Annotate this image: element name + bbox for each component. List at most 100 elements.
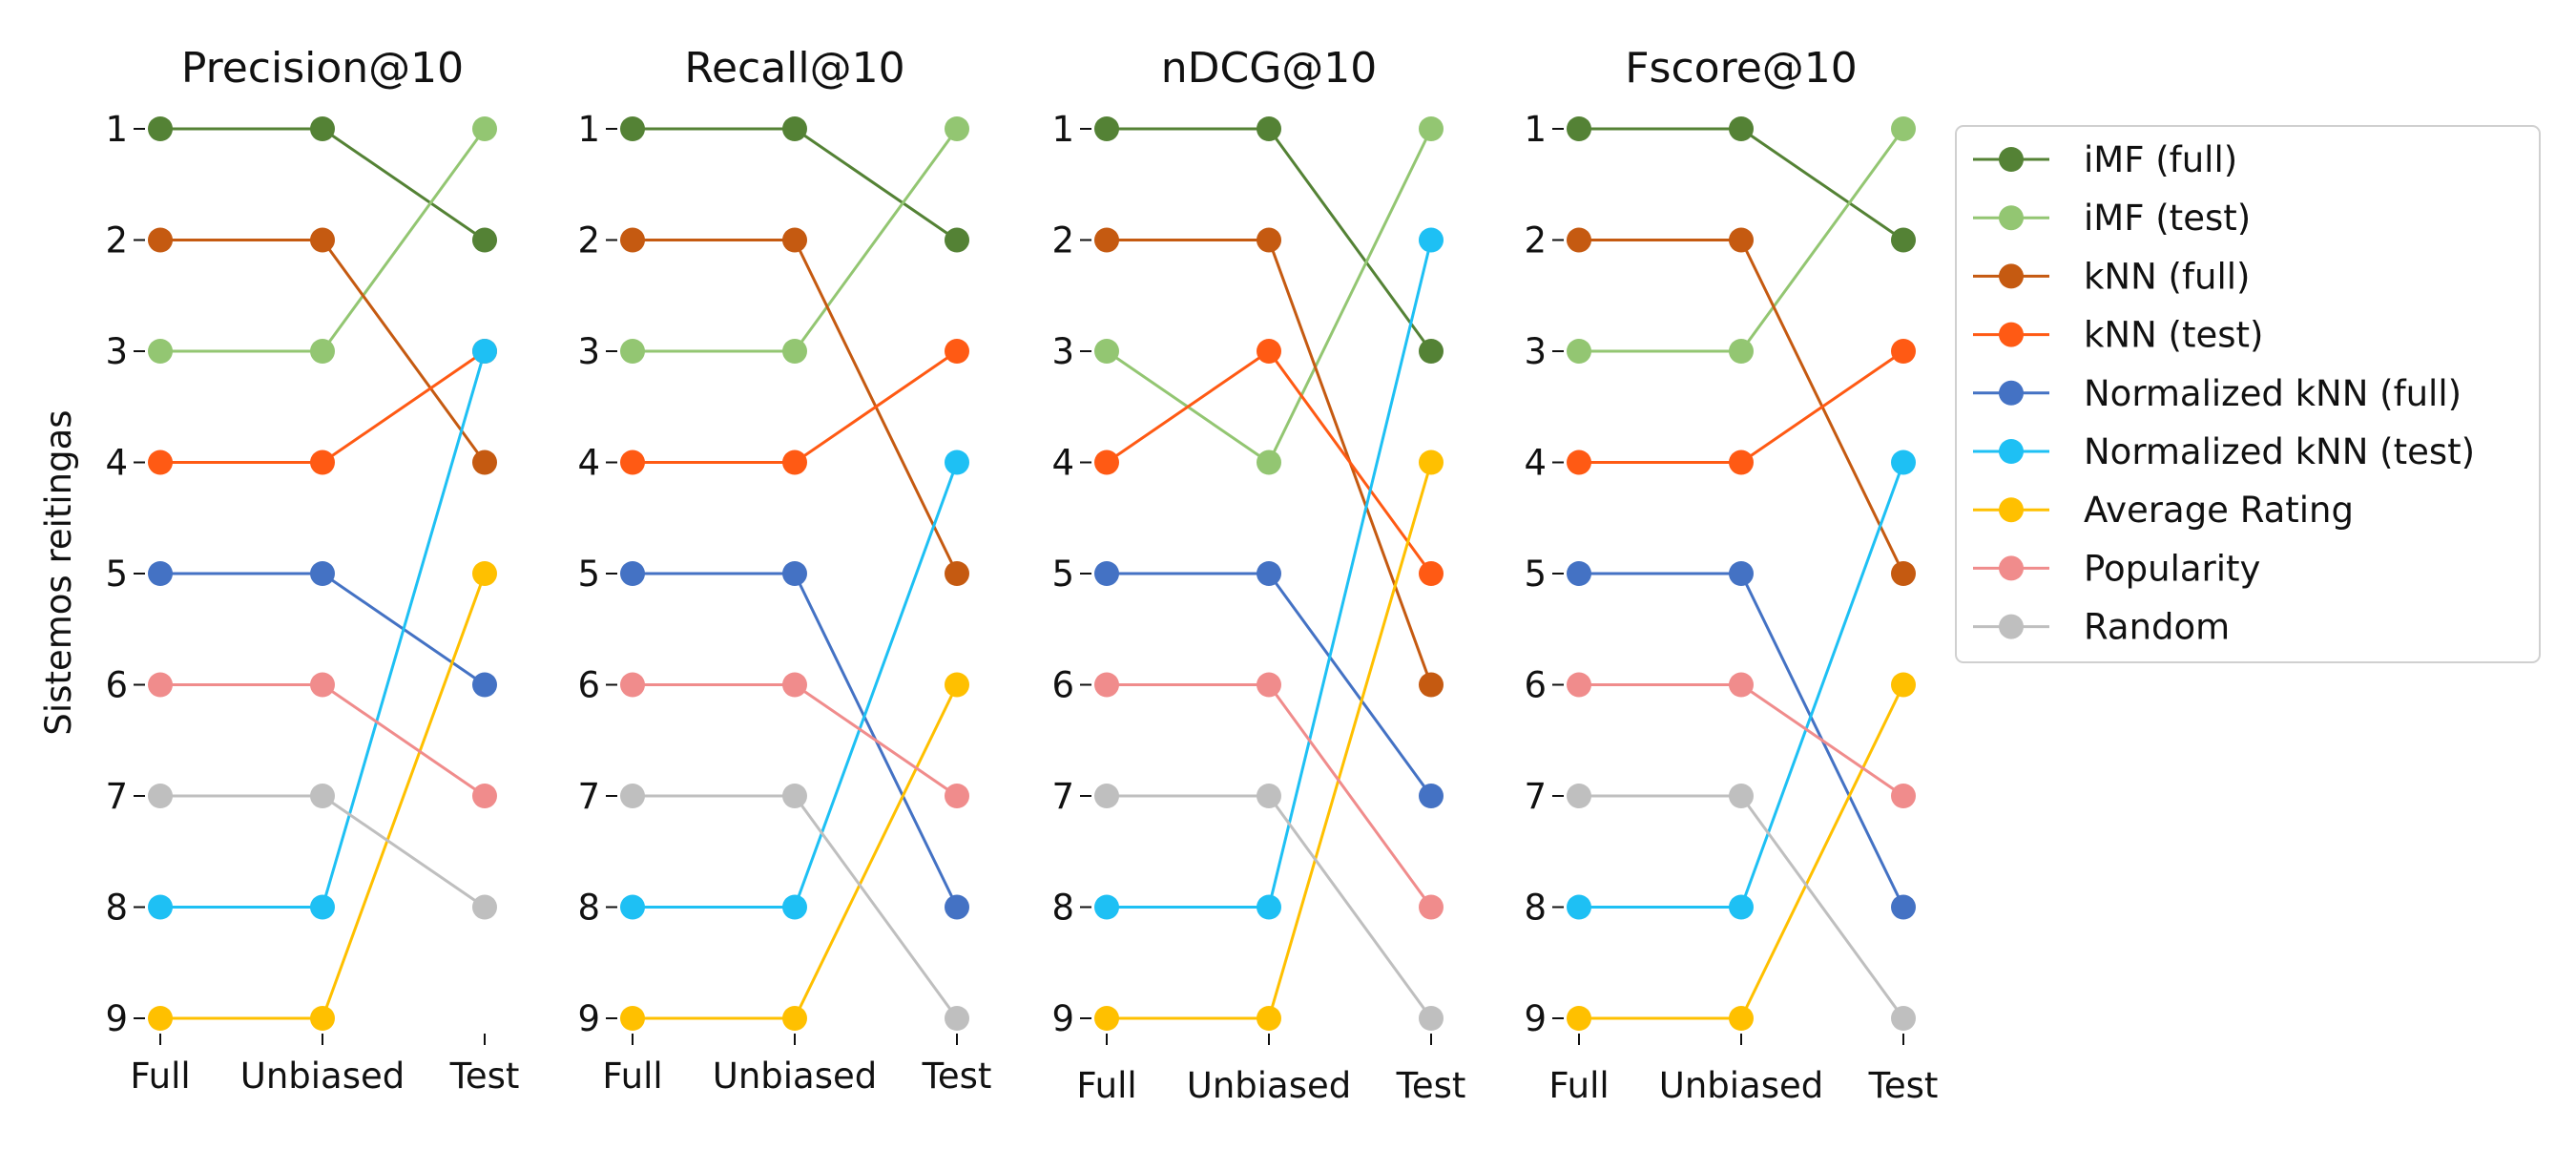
data-point-knn-test (1419, 561, 1444, 586)
data-point-normalized-knn-full (1419, 784, 1444, 808)
data-point-normalized-knn-full (1567, 561, 1591, 586)
panel-title: Recall@10 (684, 44, 904, 93)
data-point-normalized-knn-full (1891, 894, 1916, 920)
data-point-knn-test (782, 450, 807, 475)
data-point-normalized-knn-full (1257, 561, 1281, 586)
data-point-popularity (1729, 672, 1754, 698)
data-point-average-rating (1567, 1006, 1591, 1031)
data-point-normalized-knn-full (945, 894, 969, 920)
x-tick-label: Full (1076, 1065, 1136, 1106)
data-point-normalized-knn-full (148, 561, 173, 586)
data-point-imf-full (945, 227, 969, 253)
y-tick-label: 8 (577, 888, 600, 929)
data-point-imf-test (1567, 339, 1591, 364)
series-line-normalized-knn-full (633, 572, 959, 909)
data-point-popularity (148, 672, 173, 698)
y-tick-label: 9 (577, 998, 600, 1039)
data-point-average-rating (1419, 450, 1444, 475)
data-point-random (782, 784, 807, 808)
data-point-imf-full (1729, 116, 1754, 141)
data-point-knn-test (1567, 450, 1591, 475)
data-point-imf-test (620, 339, 645, 364)
data-point-knn-test (310, 450, 335, 475)
data-point-knn-full (472, 450, 497, 475)
data-point-popularity (1419, 894, 1444, 920)
data-point-imf-test (310, 339, 335, 364)
y-tick-label: 9 (1524, 998, 1547, 1039)
x-tick-label: Test (449, 1056, 520, 1097)
data-point-random (1419, 1006, 1444, 1031)
series-line-knn-full (1579, 239, 1905, 575)
y-tick-label: 1 (105, 109, 128, 150)
legend-entry-normalized-knn-test: Normalized kNN (test) (1973, 431, 2475, 472)
series-line-knn-test (633, 349, 958, 464)
data-point-average-rating (148, 1006, 173, 1031)
data-point-normalized-knn-test (1729, 894, 1754, 920)
legend: iMF (full) iMF (test) kNN (full) kNN (test)… (1955, 125, 2541, 663)
legend-marker (1999, 205, 2024, 231)
legend-marker (1999, 263, 2024, 289)
data-point-knn-full (1891, 561, 1916, 586)
data-point-imf-test (1729, 339, 1754, 364)
data-point-knn-full (1419, 672, 1444, 698)
data-point-knn-full (945, 561, 969, 586)
legend-label: iMF (full) (2084, 139, 2237, 180)
data-point-knn-full (148, 227, 173, 253)
data-point-imf-full (1567, 116, 1591, 141)
data-point-normalized-knn-test (620, 894, 645, 920)
data-point-imf-full (1891, 227, 1916, 253)
data-point-average-rating (945, 672, 969, 698)
data-point-normalized-knn-test (1094, 894, 1119, 920)
y-tick-label: 7 (105, 776, 128, 817)
data-point-popularity (472, 784, 497, 808)
data-point-knn-full (782, 227, 807, 253)
data-point-imf-test (782, 339, 807, 364)
data-point-normalized-knn-test (782, 894, 807, 920)
data-point-knn-full (1729, 227, 1754, 253)
legend-marker (1999, 322, 2024, 347)
x-tick-label: Full (1548, 1065, 1609, 1106)
legend-label: kNN (full) (2084, 256, 2250, 297)
y-tick-label: 1 (1524, 109, 1547, 150)
data-point-random (1567, 784, 1591, 808)
data-point-random (310, 784, 335, 808)
data-point-random (472, 894, 497, 920)
y-tick-label: 2 (1524, 220, 1547, 261)
y-tick-label: 3 (577, 331, 600, 372)
x-tick-label: Unbiased (713, 1056, 878, 1097)
data-point-normalized-knn-full (1729, 561, 1754, 586)
x-tick-label: Unbiased (1187, 1065, 1352, 1106)
data-point-normalized-knn-full (620, 561, 645, 586)
series-line-average-rating (633, 683, 959, 1020)
y-tick-label: 4 (577, 443, 600, 484)
y-tick-label: 9 (1051, 998, 1074, 1039)
x-tick-label: Test (1868, 1065, 1939, 1106)
series-line-knn-test (160, 349, 486, 464)
legend-marker (1999, 147, 2024, 172)
data-point-imf-full (472, 227, 497, 253)
data-point-random (1094, 784, 1119, 808)
data-point-knn-full (310, 227, 335, 253)
data-point-normalized-knn-test (1891, 450, 1916, 475)
y-tick-label: 7 (577, 776, 600, 817)
data-point-popularity (1257, 672, 1281, 698)
legend-entry-average-rating: Average Rating (1973, 490, 2354, 531)
series-line-imf-full (1579, 127, 1904, 241)
data-point-knn-test (148, 450, 173, 475)
y-tick-label: 2 (105, 220, 128, 261)
series-line-popularity (160, 683, 486, 798)
data-point-knn-test (1257, 339, 1281, 364)
legend-entry-popularity: Popularity (1973, 548, 2260, 589)
data-point-imf-full (1419, 339, 1444, 364)
data-point-random (1257, 784, 1281, 808)
legend-marker (1999, 614, 2024, 639)
y-tick-label: 6 (105, 665, 128, 706)
data-point-imf-test (945, 116, 969, 141)
panel-title: Precision@10 (181, 44, 464, 93)
data-point-imf-test (1891, 116, 1916, 141)
data-point-normalized-knn-full (1094, 561, 1119, 586)
legend-entry-normalized-knn-full: Normalized kNN (full) (1973, 373, 2462, 414)
